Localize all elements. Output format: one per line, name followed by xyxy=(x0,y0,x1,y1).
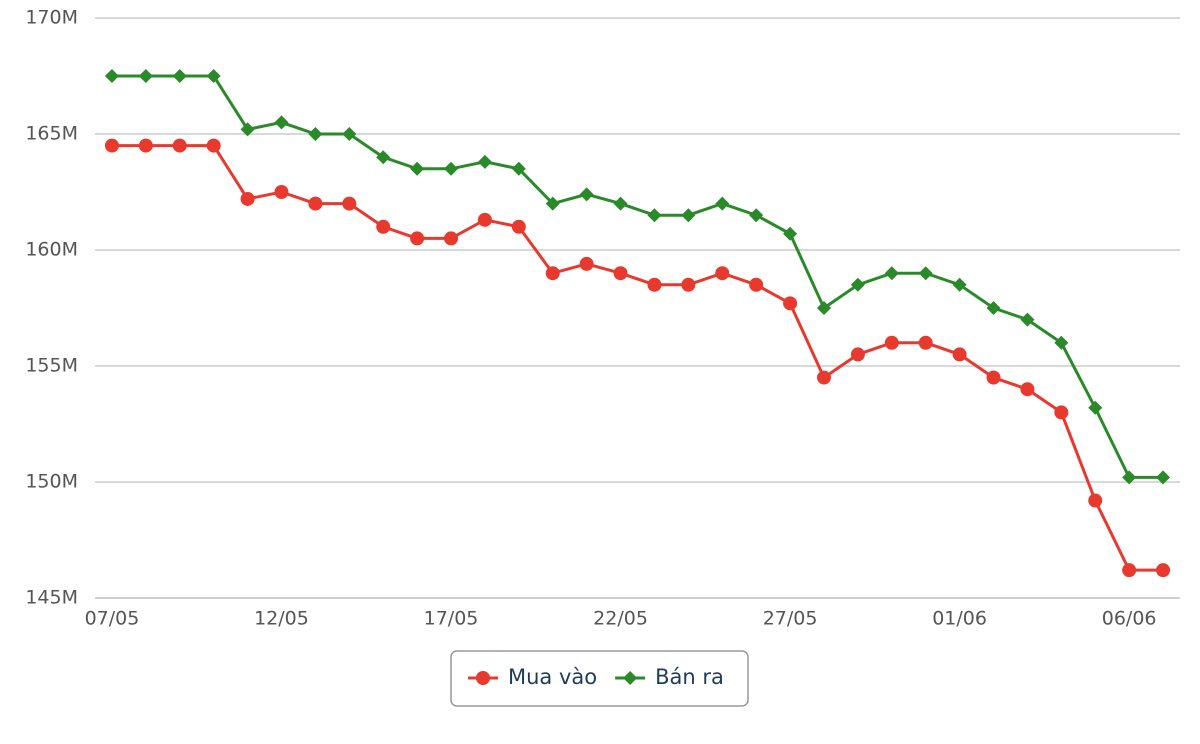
marker xyxy=(647,208,662,223)
y-tick-label: 170M xyxy=(25,7,78,29)
marker xyxy=(850,277,865,292)
marker xyxy=(172,138,187,153)
marker xyxy=(342,196,357,211)
y-tick-label: 155M xyxy=(25,355,78,377)
marker xyxy=(613,266,628,281)
marker xyxy=(138,69,153,83)
marker xyxy=(308,196,323,211)
marker xyxy=(410,231,425,246)
marker xyxy=(918,266,933,281)
marker xyxy=(342,127,357,141)
marker xyxy=(783,226,798,241)
marker xyxy=(749,277,764,292)
marker xyxy=(681,208,696,223)
marker xyxy=(104,138,119,153)
marker xyxy=(884,335,899,350)
marker xyxy=(816,301,831,315)
marker xyxy=(715,266,730,281)
y-tick-label: 160M xyxy=(25,239,78,261)
marker xyxy=(104,69,119,83)
marker xyxy=(545,266,560,281)
marker xyxy=(477,154,492,169)
legend: Mua vào Bán ra xyxy=(450,650,749,707)
marker xyxy=(579,256,594,271)
marker xyxy=(1020,382,1035,397)
marker xyxy=(1054,405,1069,420)
marker xyxy=(511,161,526,176)
marker xyxy=(613,196,628,211)
marker xyxy=(476,671,490,685)
marker xyxy=(376,150,391,165)
marker xyxy=(511,219,526,234)
marker xyxy=(274,115,289,130)
marker xyxy=(850,347,865,362)
legend-label: Mua vào xyxy=(508,665,597,689)
x-tick-label: 12/05 xyxy=(254,608,309,630)
marker xyxy=(623,671,638,685)
marker xyxy=(138,138,153,153)
marker xyxy=(952,277,967,292)
marker xyxy=(308,127,323,141)
marker xyxy=(749,208,764,223)
series-line xyxy=(111,74,1164,479)
marker xyxy=(1156,563,1171,578)
marker xyxy=(1122,563,1137,578)
marker xyxy=(1054,335,1069,350)
marker xyxy=(681,277,696,292)
marker xyxy=(783,296,798,311)
marker xyxy=(206,69,221,83)
marker xyxy=(918,335,933,350)
marker xyxy=(1156,470,1171,485)
x-tick-label: 27/05 xyxy=(763,608,818,630)
x-tick-label: 06/06 xyxy=(1102,608,1157,630)
y-tick-label: 145M xyxy=(25,587,78,609)
marker xyxy=(816,370,831,385)
legend-box xyxy=(450,650,749,707)
marker xyxy=(986,301,1001,315)
marker xyxy=(376,219,391,234)
marker xyxy=(410,161,425,176)
marker xyxy=(1088,400,1103,415)
marker xyxy=(647,277,662,292)
marker xyxy=(274,185,289,199)
marker xyxy=(1020,312,1035,327)
marker xyxy=(206,138,221,153)
marker xyxy=(579,187,594,202)
x-tick-label: 01/06 xyxy=(932,608,987,630)
legend-label: Bán ra xyxy=(655,665,724,689)
marker xyxy=(1122,470,1137,485)
marker xyxy=(952,347,967,362)
y-tick-label: 165M xyxy=(25,123,78,145)
marker xyxy=(240,191,255,206)
marker xyxy=(444,161,459,176)
marker xyxy=(240,122,255,137)
marker xyxy=(884,266,899,281)
marker xyxy=(715,196,730,211)
marker xyxy=(545,196,560,211)
x-tick-label: 22/05 xyxy=(593,608,648,630)
marker xyxy=(1088,493,1103,508)
marker xyxy=(477,212,492,227)
x-tick-label: 07/05 xyxy=(85,608,140,630)
y-tick-label: 150M xyxy=(25,471,78,493)
marker xyxy=(172,69,187,83)
marker xyxy=(986,370,1001,385)
marker xyxy=(444,231,459,246)
x-tick-label: 17/05 xyxy=(424,608,479,630)
